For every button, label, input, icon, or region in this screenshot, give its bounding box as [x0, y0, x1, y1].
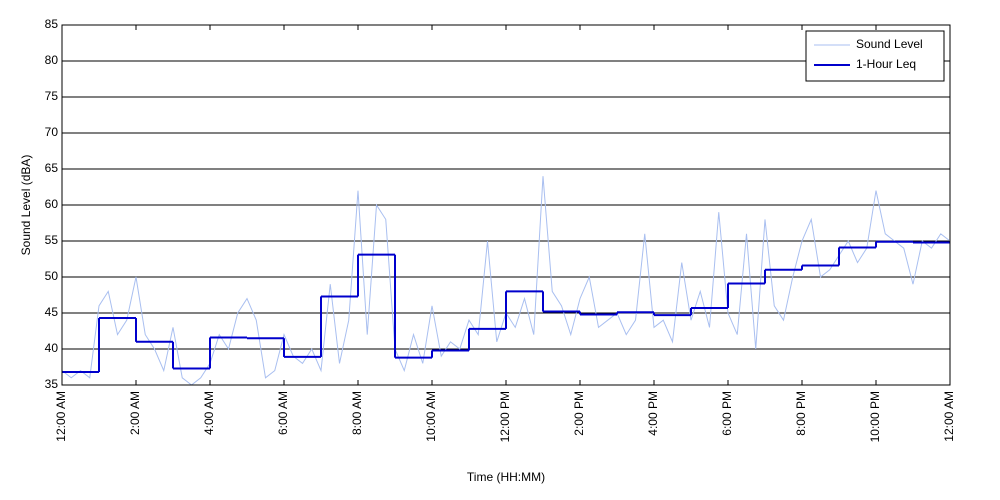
- x-tick-label: 8:00 AM: [350, 391, 364, 435]
- x-tick-label: 8:00 PM: [794, 391, 808, 436]
- x-tick-label: 6:00 PM: [720, 391, 734, 436]
- x-axis-label: Time (HH:MM): [467, 470, 545, 484]
- y-tick-label: 35: [45, 377, 59, 391]
- y-tick-label: 45: [45, 305, 59, 319]
- x-tick-label: 6:00 AM: [276, 391, 290, 435]
- x-tick-label: 12:00 PM: [498, 391, 512, 442]
- x-tick-label: 4:00 AM: [202, 391, 216, 435]
- legend-label: 1-Hour Leq: [856, 57, 916, 71]
- y-tick-label: 65: [45, 161, 59, 175]
- x-tick-label: 12:00 AM: [942, 391, 956, 442]
- legend-label: Sound Level: [856, 37, 923, 51]
- y-tick-label: 40: [45, 341, 59, 355]
- y-tick-label: 80: [45, 53, 59, 67]
- plot-frame: [61, 24, 951, 386]
- y-axis-label: Sound Level (dBA): [19, 155, 33, 256]
- plot-area: [62, 176, 950, 385]
- x-tick-label: 2:00 PM: [572, 391, 586, 436]
- y-tick-label: 50: [45, 269, 59, 283]
- x-tick-label: 12:00 AM: [54, 391, 68, 442]
- y-tick-label: 60: [45, 197, 59, 211]
- y-tick-label: 55: [45, 233, 59, 247]
- x-tick-label: 10:00 AM: [424, 391, 438, 442]
- y-tick-label: 70: [45, 125, 59, 139]
- legend-box: [805, 30, 945, 82]
- x-tick-label: 4:00 PM: [646, 391, 660, 436]
- y-tick-label: 85: [45, 17, 59, 31]
- x-tick-label: 2:00 AM: [128, 391, 142, 435]
- x-tick-label: 10:00 PM: [868, 391, 882, 442]
- y-tick-label: 75: [45, 89, 59, 103]
